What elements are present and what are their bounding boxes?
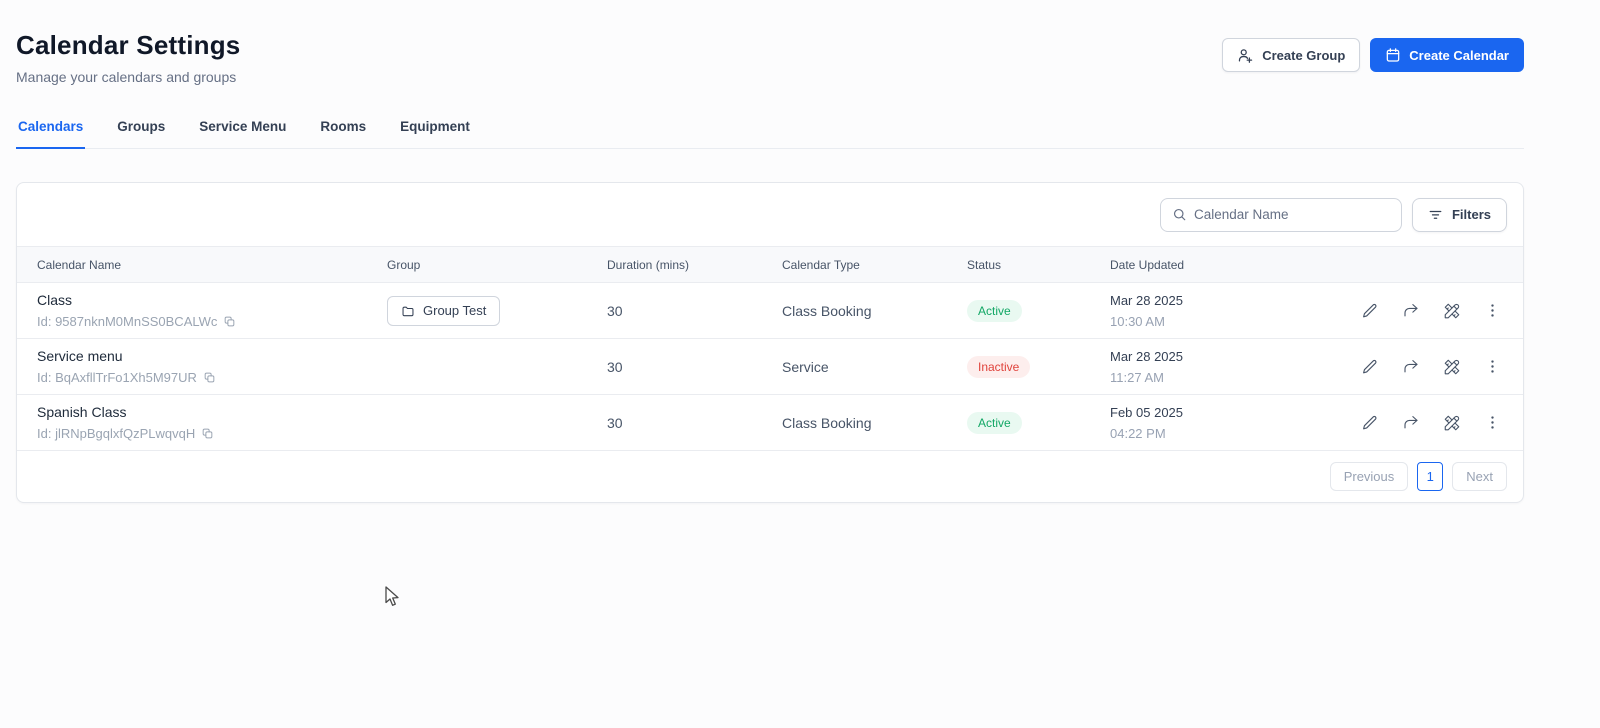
filters-button[interactable]: Filters [1411, 197, 1507, 232]
next-page-button[interactable]: Next [1452, 462, 1507, 491]
duration-value: 30 [607, 414, 623, 431]
calendar-name: Service menu [37, 348, 123, 364]
tab-bar: Calendars Groups Service Menu Rooms Equi… [16, 119, 1524, 149]
calendar-search [1159, 197, 1402, 232]
tools-icon[interactable] [1443, 302, 1461, 320]
search-icon [1172, 207, 1187, 222]
create-calendar-label: Create Calendar [1409, 47, 1509, 63]
copy-icon[interactable] [201, 427, 214, 440]
calendar-icon [1385, 47, 1401, 63]
calendar-type-value: Service [782, 358, 829, 375]
col-calendar-type: Calendar Type [782, 257, 860, 272]
calendar-id: Id: 9587nknM0MnSS0BCALWc [37, 314, 218, 329]
edit-icon[interactable] [1361, 358, 1379, 376]
copy-icon[interactable] [223, 315, 236, 328]
col-calendar-name: Calendar Name [37, 257, 122, 272]
copy-icon[interactable] [203, 371, 216, 384]
page-header: Calendar Settings Manage your calendars … [16, 0, 1524, 85]
mouse-cursor-icon [384, 586, 404, 613]
calendar-search-input[interactable] [1193, 207, 1390, 222]
time-updated: 10:30 AM [1110, 313, 1165, 329]
share-icon[interactable] [1402, 414, 1420, 432]
create-group-label: Create Group [1262, 47, 1346, 63]
pagination: Previous 1 Next [17, 451, 1523, 502]
group-chip[interactable]: Group Test [387, 295, 501, 326]
group-chip-label: Group Test [423, 303, 487, 318]
filters-label: Filters [1451, 207, 1491, 222]
table-row: Service menu Id: BqAxfllTrFo1Xh5M97UR 30… [17, 339, 1523, 395]
calendar-type-value: Class Booking [782, 302, 872, 319]
col-group: Group [387, 257, 421, 272]
edit-icon[interactable] [1361, 302, 1379, 320]
kebab-menu-icon[interactable] [1484, 358, 1501, 375]
share-icon[interactable] [1402, 358, 1420, 376]
date-updated: Mar 28 2025 [1110, 292, 1183, 308]
filter-icon [1428, 207, 1443, 222]
page-subtitle: Manage your calendars and groups [16, 69, 237, 85]
col-date-updated: Date Updated [1110, 257, 1185, 272]
time-updated: 11:27 AM [1110, 369, 1164, 385]
kebab-menu-icon[interactable] [1484, 414, 1501, 431]
user-plus-icon [1237, 47, 1254, 64]
tab-groups[interactable]: Groups [117, 119, 166, 134]
calendar-id: Id: BqAxfllTrFo1Xh5M97UR [37, 370, 197, 385]
duration-value: 30 [607, 358, 623, 375]
time-updated: 04:22 PM [1110, 425, 1166, 441]
previous-page-button[interactable]: Previous [1329, 462, 1409, 491]
col-duration: Duration (mins) [607, 257, 690, 272]
tab-calendars[interactable]: Calendars [16, 119, 86, 149]
table-header: Calendar Name Group Duration (mins) Cale… [17, 246, 1523, 283]
calendar-type-value: Class Booking [782, 414, 872, 431]
folder-icon [401, 304, 415, 318]
calendar-name: Spanish Class [37, 404, 127, 420]
date-updated: Mar 28 2025 [1110, 348, 1183, 364]
calendar-id: Id: jlRNpBgqlxfQzPLwqvqH [37, 426, 196, 441]
date-updated: Feb 05 2025 [1110, 404, 1184, 420]
status-badge: Inactive [967, 355, 1031, 378]
calendars-card: Filters Calendar Name Group Duration (mi… [16, 182, 1524, 503]
page-title: Calendar Settings [16, 30, 241, 60]
page-number-button[interactable]: 1 [1417, 462, 1444, 491]
duration-value: 30 [607, 302, 623, 319]
create-calendar-button[interactable]: Create Calendar [1370, 38, 1524, 72]
tab-equipment[interactable]: Equipment [400, 119, 470, 134]
share-icon[interactable] [1402, 302, 1420, 320]
tab-service-menu[interactable]: Service Menu [199, 119, 287, 134]
tab-rooms[interactable]: Rooms [320, 119, 367, 134]
table-row: Spanish Class Id: jlRNpBgqlxfQzPLwqvqH 3… [17, 395, 1523, 451]
tools-icon[interactable] [1443, 358, 1461, 376]
create-group-button[interactable]: Create Group [1222, 38, 1361, 72]
calendar-name: Class [37, 292, 73, 308]
status-badge: Active [967, 411, 1022, 434]
status-badge: Active [967, 299, 1022, 322]
edit-icon[interactable] [1361, 414, 1379, 432]
tools-icon[interactable] [1443, 414, 1461, 432]
kebab-menu-icon[interactable] [1484, 302, 1501, 319]
table-row: Class Id: 9587nknM0MnSS0BCALWc [17, 283, 1523, 339]
col-status: Status [967, 257, 1002, 272]
